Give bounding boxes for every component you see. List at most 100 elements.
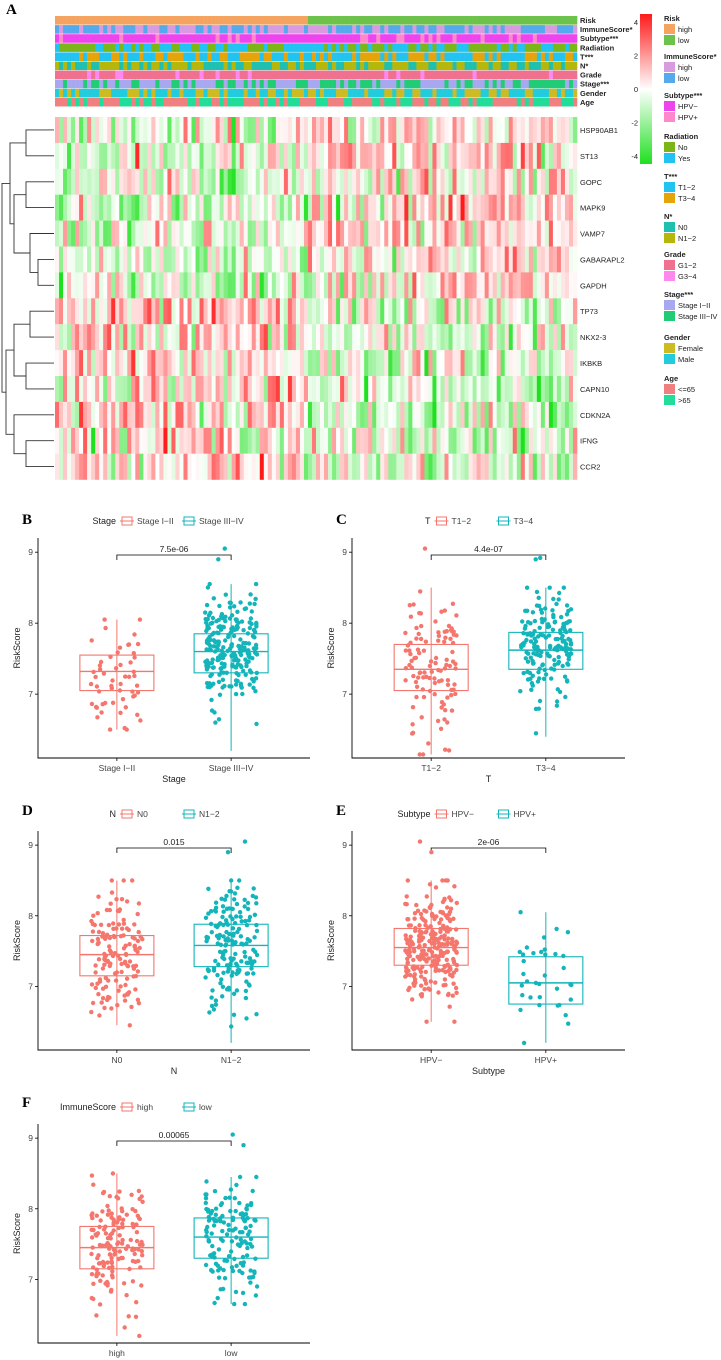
annotation-cell — [344, 52, 349, 61]
heatmap-cell — [388, 246, 393, 273]
heatmap-cell — [328, 168, 333, 195]
data-point — [546, 653, 551, 658]
heatmap-cell — [332, 324, 337, 351]
heatmap-cell — [299, 168, 305, 195]
legend-swatch — [664, 153, 675, 163]
heatmap-cell — [464, 453, 469, 480]
annotation-cell — [476, 79, 481, 89]
annotation-cell — [564, 88, 570, 98]
annotation-cell — [376, 16, 381, 25]
heatmap-cell — [372, 194, 377, 221]
heatmap-cell — [175, 142, 180, 169]
data-point — [203, 1200, 208, 1206]
data-point — [248, 1236, 254, 1242]
heatmap-cell — [91, 376, 96, 403]
data-point — [106, 1265, 112, 1271]
heatmap-cell — [356, 194, 361, 221]
annotation-cell — [432, 52, 437, 61]
heatmap-cell — [552, 401, 558, 428]
annotation-cell — [436, 16, 441, 25]
data-point — [94, 1313, 99, 1318]
annotation-cell — [340, 79, 345, 89]
annotation-cell — [143, 88, 148, 98]
annotation-cell — [484, 34, 489, 43]
annotation-cell — [392, 34, 397, 43]
heatmap-cell — [444, 376, 449, 403]
data-point — [134, 683, 140, 688]
heatmap-cell — [67, 427, 72, 454]
heatmap-cell — [424, 350, 429, 377]
heatmap-cell — [460, 298, 465, 325]
heatmap-cell — [203, 272, 208, 299]
annotation-cell — [436, 52, 441, 61]
annotation-cell — [408, 52, 413, 61]
annotation-cell — [408, 97, 413, 107]
heatmap-cell — [135, 117, 140, 144]
data-point — [520, 619, 525, 624]
data-point — [210, 665, 216, 670]
heatmap-cell — [55, 376, 60, 403]
data-point — [237, 646, 243, 652]
heatmap-cell — [432, 324, 437, 351]
heatmap-cell — [223, 246, 228, 273]
annotation-cell — [59, 43, 64, 52]
heatmap-cell — [259, 376, 265, 403]
annotation-cell — [259, 52, 265, 61]
annotation-cell — [480, 34, 485, 43]
heatmap-cell — [548, 142, 554, 169]
heatmap-cell — [67, 194, 72, 221]
annotation-cell — [127, 16, 132, 25]
data-point — [440, 910, 445, 915]
annotation-cell — [103, 97, 108, 107]
heatmap-cell — [352, 453, 357, 480]
annotation-cell — [291, 43, 297, 52]
heatmap-cell — [219, 246, 224, 273]
heatmap-cell — [316, 298, 321, 325]
annotation-cell — [303, 25, 309, 34]
significance-bracket — [116, 1140, 232, 1146]
annotation-cell — [460, 34, 465, 43]
heatmap-cell — [127, 453, 132, 480]
annotation-cell — [400, 52, 405, 61]
data-point — [423, 639, 429, 644]
heatmap-cell — [420, 168, 425, 195]
panel-letter-f: F — [22, 1095, 31, 1111]
annotation-cell — [215, 61, 220, 71]
heatmap-cell — [95, 350, 100, 377]
heatmap-cell — [235, 168, 241, 195]
annotation-cell — [536, 43, 542, 52]
heatmap-cell — [167, 350, 172, 377]
heatmap-cell — [231, 401, 236, 428]
heatmap-cell — [372, 246, 377, 273]
annotation-cell — [299, 70, 305, 80]
heatmap-cell — [456, 376, 461, 403]
gene-label: ST13 — [580, 152, 598, 161]
gene-label: CAPN10 — [580, 385, 609, 394]
heatmap-cell — [316, 401, 321, 428]
heatmap-cell — [432, 168, 437, 195]
heatmap-cell — [59, 298, 64, 325]
heatmap-cell — [99, 324, 104, 351]
heatmap-cell — [279, 427, 285, 454]
data-point — [441, 983, 446, 988]
heatmap-cell — [392, 220, 397, 247]
y-tick-label: 9 — [28, 547, 33, 557]
data-point — [229, 938, 234, 943]
annotation-cell — [528, 61, 534, 71]
heatmap-cell — [147, 142, 152, 169]
heatmap-cell — [548, 298, 554, 325]
data-point — [93, 985, 99, 991]
data-point — [252, 959, 257, 964]
heatmap-cell — [207, 142, 212, 169]
heatmap-cell — [344, 220, 349, 247]
heatmap-cell — [147, 401, 152, 428]
annotation-cell — [532, 16, 538, 25]
legend-swatch — [664, 193, 675, 203]
annotation-cell — [239, 25, 245, 34]
annotation-cell — [328, 61, 333, 71]
legend-label: HPV+ — [514, 809, 536, 819]
heatmap-cell — [348, 168, 353, 195]
heatmap-cell — [259, 272, 265, 299]
heatmap-cell — [279, 376, 285, 403]
heatmap-cell — [532, 324, 538, 351]
